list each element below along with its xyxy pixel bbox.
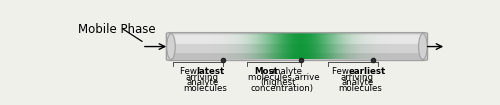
Ellipse shape: [418, 34, 427, 60]
Text: earliest: earliest: [348, 67, 386, 76]
FancyBboxPatch shape: [170, 35, 424, 44]
Text: Most: Most: [254, 67, 278, 76]
Text: analyte: analyte: [267, 67, 302, 76]
Text: Few,: Few,: [180, 67, 203, 76]
Ellipse shape: [166, 34, 175, 60]
Text: (highest: (highest: [260, 78, 296, 87]
Text: analyte: analyte: [187, 78, 219, 87]
Text: concentration): concentration): [251, 84, 314, 93]
Text: molecules: molecules: [184, 84, 228, 93]
Text: molecules: molecules: [338, 84, 382, 93]
Text: molecules arrive: molecules arrive: [248, 73, 320, 82]
Text: Few,: Few,: [332, 67, 354, 76]
Text: analyte: analyte: [342, 78, 374, 87]
FancyBboxPatch shape: [172, 53, 422, 59]
Text: arriving: arriving: [340, 73, 373, 82]
Text: latest: latest: [196, 67, 225, 76]
Text: arriving: arriving: [185, 73, 218, 82]
FancyBboxPatch shape: [166, 33, 428, 60]
Text: Mobile Phase: Mobile Phase: [78, 23, 156, 36]
